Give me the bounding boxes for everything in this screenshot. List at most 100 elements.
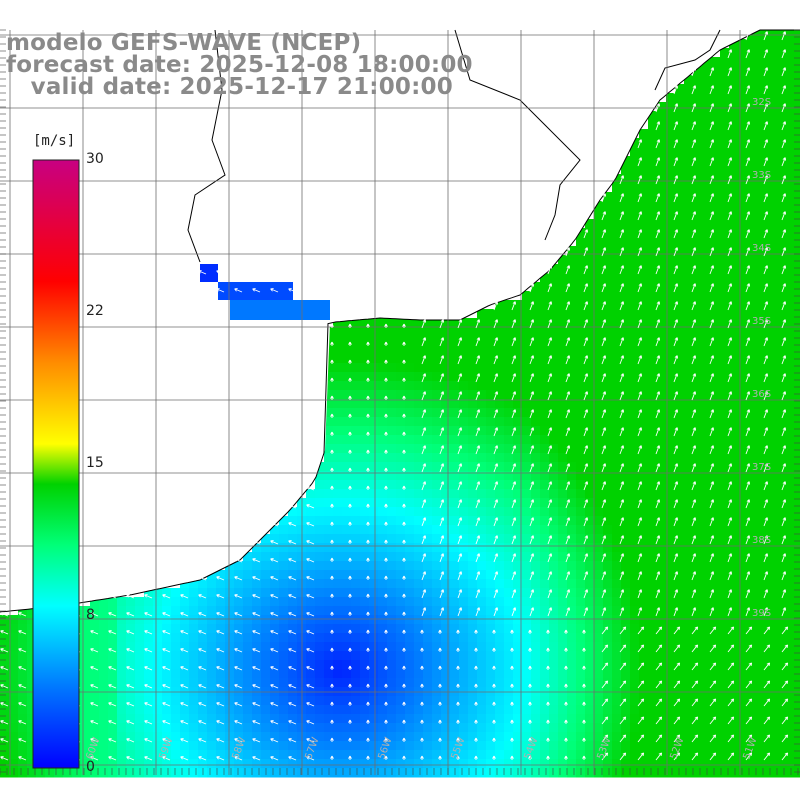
speed-cell bbox=[378, 354, 388, 364]
speed-cell bbox=[612, 759, 622, 769]
speed-cell bbox=[621, 426, 631, 436]
speed-cell bbox=[531, 471, 541, 481]
wind-arrow bbox=[655, 193, 661, 203]
speed-cell bbox=[621, 759, 631, 769]
speed-cell bbox=[738, 426, 748, 436]
speed-cell bbox=[351, 642, 361, 652]
wind-arrow bbox=[745, 265, 751, 275]
speed-cell bbox=[630, 291, 640, 301]
speed-cell bbox=[567, 327, 577, 337]
speed-cell bbox=[783, 111, 793, 121]
speed-cell bbox=[549, 606, 559, 616]
speed-cell bbox=[153, 696, 163, 706]
speed-cell bbox=[126, 750, 136, 760]
speed-cell bbox=[657, 390, 667, 400]
speed-cell bbox=[549, 552, 559, 562]
speed-cell bbox=[702, 660, 712, 670]
speed-cell bbox=[243, 570, 253, 580]
speed-cell bbox=[693, 462, 703, 472]
speed-cell bbox=[693, 408, 703, 418]
wind-arrow bbox=[763, 373, 769, 383]
speed-cell bbox=[747, 219, 757, 229]
speed-cell bbox=[414, 345, 424, 355]
speed-cell bbox=[423, 714, 433, 724]
speed-cell bbox=[360, 426, 370, 436]
speed-cell bbox=[486, 696, 496, 706]
speed-cell bbox=[666, 264, 676, 274]
wind-arrow bbox=[655, 445, 661, 455]
speed-cell bbox=[765, 552, 775, 562]
speed-cell bbox=[468, 669, 478, 679]
speed-cell bbox=[9, 669, 19, 679]
speed-cell bbox=[774, 516, 784, 526]
speed-cell bbox=[585, 444, 595, 454]
speed-cell bbox=[711, 327, 721, 337]
speed-cell bbox=[342, 327, 352, 337]
speed-cell bbox=[540, 282, 550, 292]
speed-cell bbox=[720, 435, 730, 445]
speed-cell bbox=[603, 669, 613, 679]
speed-cell bbox=[405, 633, 415, 643]
speed-cell bbox=[324, 354, 334, 364]
speed-cell bbox=[783, 318, 793, 328]
speed-cell bbox=[585, 606, 595, 616]
speed-cell bbox=[576, 363, 586, 373]
speed-cell bbox=[144, 597, 154, 607]
speed-cell bbox=[513, 669, 523, 679]
speed-cell bbox=[720, 696, 730, 706]
speed-cell bbox=[558, 480, 568, 490]
speed-cell bbox=[711, 282, 721, 292]
speed-cell bbox=[603, 345, 613, 355]
speed-cell bbox=[477, 552, 487, 562]
speed-cell bbox=[657, 597, 667, 607]
speed-cell bbox=[630, 237, 640, 247]
speed-cell bbox=[486, 309, 496, 319]
speed-cell bbox=[387, 372, 397, 382]
speed-cell bbox=[405, 705, 415, 715]
wind-arrow bbox=[781, 193, 787, 203]
speed-cell bbox=[333, 390, 343, 400]
wind-arrow bbox=[781, 85, 787, 95]
speed-cell bbox=[774, 363, 784, 373]
speed-cell bbox=[378, 336, 388, 346]
speed-cell bbox=[594, 615, 604, 625]
speed-cell bbox=[360, 759, 370, 769]
wind-arrow bbox=[288, 270, 297, 275]
speed-cell bbox=[738, 606, 748, 616]
speed-cell bbox=[207, 642, 217, 652]
speed-cell bbox=[666, 462, 676, 472]
speed-cell bbox=[648, 192, 658, 202]
speed-cell bbox=[243, 597, 253, 607]
speed-cell bbox=[27, 633, 37, 643]
speed-cell bbox=[459, 381, 469, 391]
speed-cell bbox=[792, 120, 800, 130]
speed-cell bbox=[648, 246, 658, 256]
speed-cell bbox=[747, 399, 757, 409]
speed-cell bbox=[693, 255, 703, 265]
speed-cell bbox=[765, 489, 775, 499]
speed-cell bbox=[369, 408, 379, 418]
speed-cell bbox=[234, 768, 244, 778]
speed-cell bbox=[684, 606, 694, 616]
speed-cell bbox=[360, 399, 370, 409]
speed-cell bbox=[558, 273, 568, 283]
speed-cell bbox=[216, 615, 226, 625]
speed-cell bbox=[621, 183, 631, 193]
speed-cell bbox=[198, 606, 208, 616]
wind-arrow bbox=[493, 409, 499, 419]
speed-cell bbox=[765, 39, 775, 49]
speed-cell bbox=[369, 498, 379, 508]
wind-arrow bbox=[565, 409, 571, 419]
speed-cell bbox=[414, 606, 424, 616]
speed-cell bbox=[387, 390, 397, 400]
speed-cell bbox=[765, 390, 775, 400]
speed-cell bbox=[702, 507, 712, 517]
wind-arrow bbox=[565, 247, 571, 257]
speed-cell bbox=[684, 363, 694, 373]
speed-cell bbox=[675, 561, 685, 571]
speed-cell bbox=[432, 696, 442, 706]
wind-arrow bbox=[529, 355, 535, 365]
wind-arrow bbox=[745, 283, 751, 293]
speed-cell bbox=[450, 507, 460, 517]
speed-cell bbox=[774, 138, 784, 148]
